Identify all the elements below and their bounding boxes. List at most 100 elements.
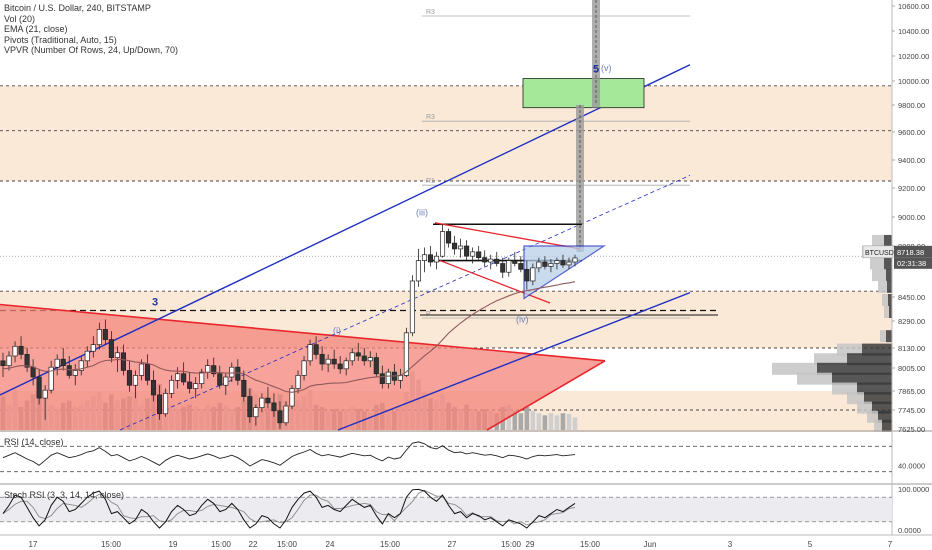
vpvr-bar-up	[872, 269, 886, 282]
candle-body	[295, 375, 301, 389]
candle-body	[120, 352, 126, 371]
candle-body	[217, 373, 223, 386]
wave-label-iv: (iv)	[516, 315, 529, 325]
candle	[421, 247, 428, 273]
candle	[409, 275, 415, 337]
candle	[60, 348, 66, 371]
candle	[301, 356, 307, 381]
wave-label-5: 5	[593, 63, 599, 75]
price-tag: 8718.38	[897, 248, 924, 257]
vpvr-bar-down	[862, 343, 892, 356]
candle	[349, 348, 355, 366]
pivot-band-upper	[0, 85, 892, 181]
candle-body	[355, 352, 361, 357]
candle	[187, 372, 193, 394]
candle-body	[313, 344, 319, 355]
flag-lower-edge	[439, 259, 551, 304]
chart-legend: Bitcoin / U.S. Dollar, 240, BITSTAMP Vol…	[4, 3, 178, 56]
price-tick-label: 8005.00	[898, 364, 925, 373]
symbol-tag-box	[862, 245, 894, 259]
candle	[307, 339, 313, 366]
candle	[536, 257, 542, 273]
candle	[211, 357, 217, 378]
candle-body	[187, 381, 193, 389]
candle	[102, 319, 108, 345]
candle-body	[361, 355, 367, 362]
candle-body	[385, 371, 391, 384]
vpvr-bar-down	[886, 269, 892, 282]
vpvr-bar-down	[888, 294, 892, 306]
candle-body	[337, 363, 343, 370]
candle	[542, 256, 548, 270]
target-zone-box	[522, 78, 645, 109]
time-tick-label: 7	[888, 540, 893, 549]
study-pivots: Pivots (Traditional, Auto, 15)	[4, 34, 117, 45]
candle-body	[421, 254, 428, 261]
candle-body	[439, 231, 446, 257]
vpvr-bar-up	[797, 372, 832, 385]
candle	[235, 359, 241, 386]
candle-body	[325, 358, 331, 365]
candle	[488, 254, 494, 270]
candle-body	[193, 383, 199, 389]
candle-body	[132, 375, 139, 386]
vpvr-bar-down	[872, 401, 892, 414]
candle-body	[536, 261, 542, 269]
candle-body	[205, 365, 211, 373]
candle-body	[175, 373, 181, 381]
rsi-axis-label-40: 40.0000	[898, 461, 925, 470]
candle-body	[211, 365, 217, 375]
volume-bar	[530, 411, 536, 430]
candle-body	[524, 268, 530, 282]
triangle-upper-edge	[0, 303, 606, 362]
channel-upper-line	[0, 64, 691, 396]
candle	[355, 342, 361, 361]
vpvr-bar-down	[882, 419, 892, 432]
candle-body	[12, 345, 18, 357]
candle	[494, 251, 500, 267]
candle	[506, 257, 512, 277]
candle-body	[66, 365, 72, 376]
candle-body	[367, 357, 373, 362]
candle	[169, 375, 175, 399]
candle	[6, 351, 12, 371]
ema-line	[2, 281, 576, 393]
candle-body	[181, 373, 187, 383]
candle	[96, 322, 102, 350]
vpvr-bar-up	[867, 410, 878, 423]
candle-body	[530, 267, 536, 282]
triangle-lower-edge	[486, 360, 606, 431]
candle-body	[78, 360, 84, 371]
time-tick-label: 29	[526, 540, 535, 549]
candle	[0, 352, 6, 378]
candle	[229, 362, 235, 382]
candle-body	[548, 263, 554, 267]
candle	[253, 404, 259, 426]
candle-body	[60, 358, 66, 366]
candle	[72, 364, 78, 386]
candle-body	[247, 396, 253, 418]
candle-body	[96, 329, 102, 345]
candle	[283, 401, 289, 426]
vpvr-bar-down	[884, 257, 892, 270]
wave-iv-triangle	[523, 245, 607, 300]
price-tick-label: 9000.00	[898, 213, 925, 222]
candle	[132, 370, 139, 399]
candle-body	[307, 344, 313, 362]
candle	[271, 393, 277, 417]
candle-body	[572, 257, 578, 263]
vpvr-bar-up	[880, 330, 886, 343]
candle	[54, 354, 60, 376]
vpvr-bar-up	[884, 306, 889, 318]
candle-body	[319, 354, 325, 365]
candle-body	[476, 251, 482, 259]
candle-body	[223, 376, 229, 386]
candle-body	[343, 360, 349, 370]
candle-body	[427, 254, 434, 263]
candle	[470, 247, 476, 264]
candle-body	[199, 371, 205, 384]
vpvr-bar-down	[832, 372, 892, 385]
candle-body	[494, 258, 500, 264]
candle	[524, 260, 530, 290]
